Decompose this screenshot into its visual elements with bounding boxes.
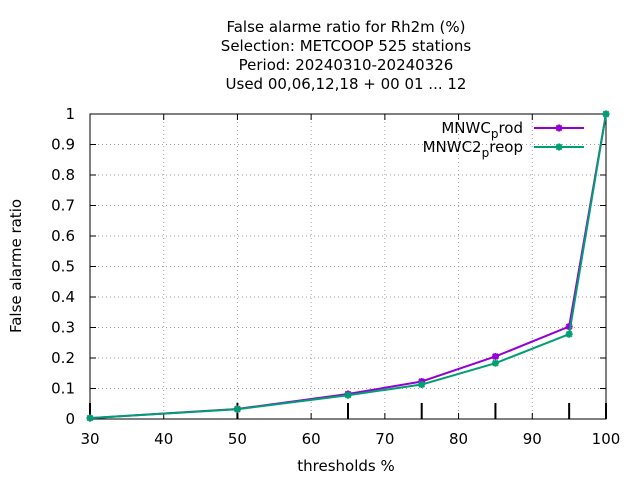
data-point (491, 359, 499, 367)
data-point (565, 330, 573, 338)
y-tick-label: 0.4 (51, 288, 75, 306)
x-tick-label: 50 (228, 430, 247, 448)
plot-frame (89, 113, 607, 420)
x-tick-label: 60 (302, 430, 321, 448)
x-tick-label: 70 (375, 430, 394, 448)
chart-title: False alarme ratio for Rh2m (%)Selection… (221, 18, 472, 93)
title-line: False alarme ratio for Rh2m (%) (226, 18, 465, 36)
y-tick-label: 0.8 (51, 166, 75, 184)
legend-label: MNWC2preop (423, 138, 523, 160)
data-point (602, 110, 610, 118)
threshold-markers (89, 403, 607, 419)
x-tick-label: 40 (154, 430, 173, 448)
y-tick-label: 0.7 (51, 197, 75, 215)
x-tick-label: 90 (523, 430, 542, 448)
data-point (555, 124, 563, 132)
y-tick-label: 0.2 (51, 349, 75, 367)
y-tick-label: 0.3 (51, 319, 75, 337)
data-point (555, 143, 563, 151)
x-tick-label: 80 (449, 430, 468, 448)
series-line-1 (89, 113, 607, 420)
data-point (344, 391, 352, 399)
y-tick-label: 1 (65, 105, 75, 123)
y-tick-label: 0.6 (51, 227, 75, 245)
y-tick-label: 0.5 (51, 258, 75, 276)
data-point (233, 405, 241, 413)
legend-item: MNWC2preop (423, 138, 584, 160)
y-axis-label: False alarme ratio (7, 199, 25, 333)
title-line: Period: 20240310-20240326 (239, 56, 454, 74)
x-tick-label: 100 (592, 430, 621, 448)
title-line: Used 00,06,12,18 + 00 01 ... 12 (226, 75, 467, 93)
title-line: Selection: METCOOP 525 stations (221, 37, 472, 55)
x-tick-label: 30 (80, 430, 99, 448)
legend-label: MNWCprod (441, 119, 523, 141)
data-point (491, 352, 499, 360)
x-axis-ticks: 30 40 50 60 70 80 90 100 (80, 114, 620, 448)
x-axis-label: thresholds % (297, 457, 394, 475)
grid (90, 114, 606, 419)
series (86, 110, 610, 422)
data-point (418, 381, 426, 389)
y-tick-label: 0.9 (51, 136, 75, 154)
data-point (86, 414, 94, 422)
legend-item: MNWCprod (441, 119, 584, 141)
y-axis-ticks: 0 0.1 0.2 0.3 0.4 0.5 0.6 0.7 0.8 0.9 1 (51, 105, 606, 428)
y-tick-label: 0.1 (51, 380, 75, 398)
series-line-2 (89, 113, 607, 420)
y-tick-label: 0 (65, 410, 75, 428)
